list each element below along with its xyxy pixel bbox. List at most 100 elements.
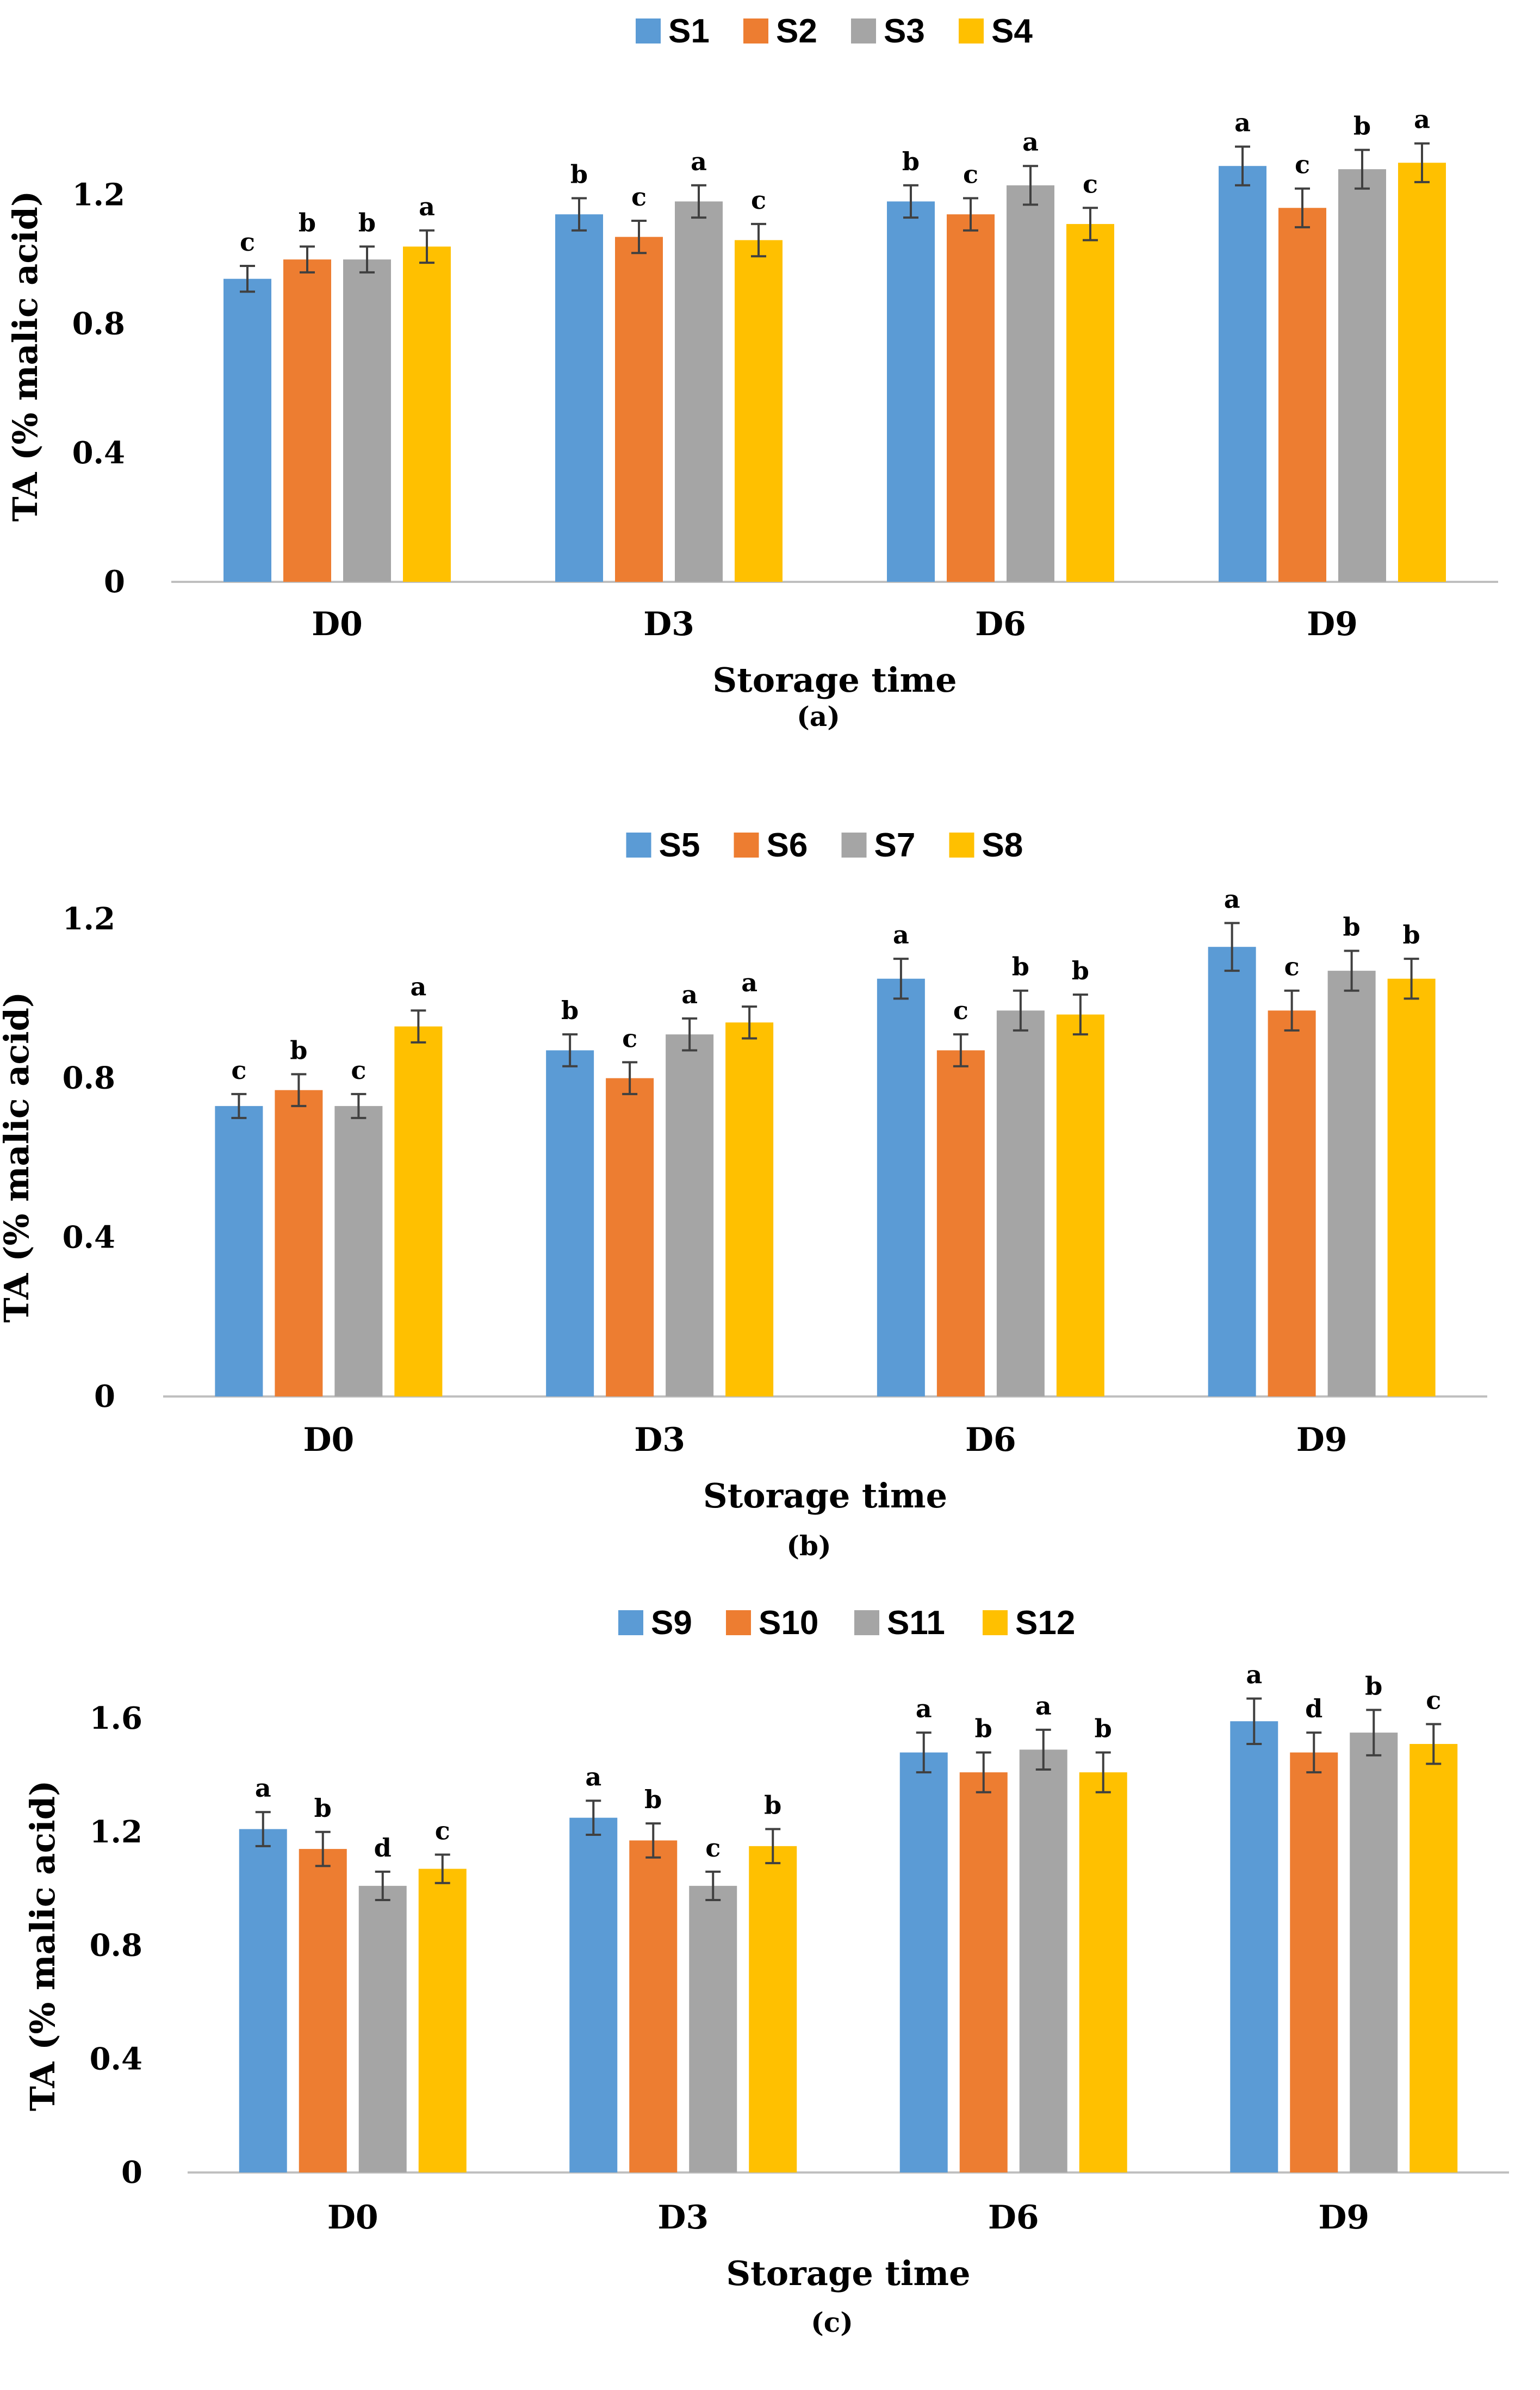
significance-label: b	[1012, 952, 1029, 982]
legend-label: S7	[874, 827, 916, 864]
legend-swatch	[743, 18, 768, 44]
y-tick-label: 1.2	[63, 901, 115, 937]
bar	[403, 246, 451, 582]
significance-label: c	[1284, 952, 1300, 982]
bar	[299, 1849, 347, 2172]
bar	[725, 1022, 774, 1396]
panel-label: (a)	[797, 700, 840, 732]
bar	[1219, 166, 1266, 582]
significance-label: a	[741, 968, 757, 997]
bar	[283, 259, 331, 582]
x-category-label: D9	[1318, 2199, 1369, 2237]
significance-label: a	[410, 972, 426, 1001]
significance-label: b	[1403, 920, 1420, 949]
bar	[215, 1106, 263, 1396]
legend-swatch	[626, 833, 651, 858]
chart-panel-2: S5 S6 S7 S8 0 0.4 0.8 1.2 c b c a D0 b c a a D3 a c b b D6 a c b b…	[0, 827, 1487, 1562]
bar	[1019, 1749, 1067, 2172]
bar	[569, 1817, 618, 2172]
significance-label: a	[585, 1762, 601, 1791]
bar	[1409, 1743, 1458, 2172]
legend-label: S12	[1015, 1604, 1075, 1642]
significance-label: b	[1365, 1671, 1382, 1700]
significance-label: b	[1095, 1714, 1112, 1743]
x-category-label: D9	[1296, 1421, 1348, 1459]
legend-label: S6	[767, 827, 808, 864]
bar	[275, 1090, 323, 1396]
panel-label: (c)	[811, 2306, 853, 2338]
legend-label: S1	[668, 13, 710, 50]
significance-label: c	[963, 160, 978, 189]
legend-swatch	[959, 18, 984, 44]
bar	[877, 978, 925, 1396]
x-axis-title: Storage time	[726, 2254, 970, 2293]
significance-label: b	[358, 208, 376, 237]
significance-label: b	[644, 1785, 662, 1814]
bar	[629, 1840, 678, 2172]
bar	[334, 1106, 383, 1396]
y-tick-label: 1.2	[90, 1814, 142, 1850]
x-category-label: D6	[965, 1421, 1016, 1459]
legend-label: S8	[982, 827, 1023, 864]
significance-label: b	[1072, 956, 1089, 985]
legend-label: S2	[776, 13, 817, 50]
legend-swatch	[734, 833, 759, 858]
bar	[358, 1885, 407, 2172]
bar	[1338, 169, 1386, 582]
legend-swatch	[949, 833, 974, 858]
significance-label: c	[631, 182, 647, 212]
bar	[947, 214, 995, 582]
bar	[689, 1885, 737, 2172]
significance-label: a	[255, 1773, 271, 1803]
bar	[1056, 1014, 1104, 1396]
bar	[666, 1034, 714, 1396]
significance-label: b	[1343, 912, 1361, 942]
significance-label: b	[561, 996, 579, 1025]
x-category-label: D6	[988, 2199, 1039, 2237]
legend: S9 S10 S11 S12	[618, 1604, 1075, 1642]
bar	[1398, 163, 1446, 582]
x-category-label: D0	[327, 2199, 378, 2237]
significance-label: c	[1295, 150, 1310, 179]
significance-label: a	[681, 980, 698, 1009]
y-tick-label: 0.4	[90, 2041, 142, 2077]
bar	[394, 1026, 443, 1396]
bar	[1387, 978, 1436, 1396]
legend-swatch	[854, 1610, 879, 1635]
bar	[1278, 208, 1326, 582]
significance-label: a	[1035, 1691, 1052, 1721]
x-category-label: D9	[1307, 605, 1358, 643]
significance-label: a	[1234, 108, 1251, 138]
bar	[675, 201, 723, 582]
significance-label: a	[1022, 127, 1039, 157]
significance-label: a	[1414, 105, 1430, 134]
legend-swatch	[851, 18, 876, 44]
x-category-label: D0	[312, 605, 363, 643]
significance-label: b	[290, 1035, 307, 1065]
legend-swatch	[636, 18, 661, 44]
significance-label: b	[570, 160, 588, 189]
significance-label: c	[705, 1833, 721, 1863]
x-category-label: D6	[975, 605, 1026, 643]
y-tick-label: 1.6	[90, 1700, 142, 1736]
bar	[996, 1010, 1045, 1396]
y-tick-label: 0.8	[90, 1928, 142, 1964]
x-category-label: D3	[643, 605, 694, 643]
significance-label: b	[902, 147, 920, 176]
bar	[749, 1846, 797, 2172]
y-tick-label: 1.2	[72, 177, 125, 213]
significance-label: c	[1083, 169, 1098, 198]
bar	[735, 240, 783, 582]
significance-label: d	[1305, 1694, 1322, 1723]
significance-label: a	[1246, 1660, 1262, 1689]
legend: S1 S2 S3 S4	[636, 13, 1033, 50]
bar	[1208, 947, 1256, 1396]
bar	[1268, 1010, 1316, 1396]
bar	[1290, 1752, 1338, 2172]
significance-label: c	[231, 1056, 246, 1085]
bar	[555, 214, 603, 582]
y-tick-label: 0	[94, 1379, 115, 1414]
significance-label: a	[1224, 884, 1240, 914]
chart-panel-3: S9 S10 S11 S12 0 0.4 0.8 1.2 1.6 a b d c D0 a b c b D3 a b a b…	[23, 1604, 1509, 2338]
legend: S5 S6 S7 S8	[626, 827, 1023, 864]
